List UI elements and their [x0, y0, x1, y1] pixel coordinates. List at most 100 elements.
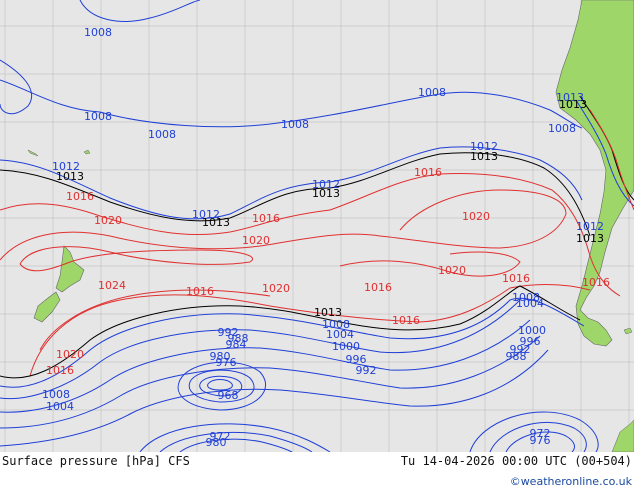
isobar-label: 1004: [326, 328, 354, 341]
low-center-ring-4: [207, 379, 233, 391]
isobar-label: 972: [530, 427, 551, 440]
isobar-1012-north: [0, 146, 583, 220]
isobar-label: 1013: [556, 91, 584, 104]
isobar-label: 1012: [576, 220, 604, 233]
ocean-background: [0, 0, 634, 452]
low-center-ring-2: [188, 369, 255, 403]
isobar-label: 1020: [242, 234, 270, 247]
isobar-label: 1013: [559, 98, 587, 111]
isobar-label: 1016: [414, 166, 442, 179]
fiji-islands: [83, 149, 91, 155]
isobar-label: 1016: [502, 272, 530, 285]
isobar-1013: [0, 152, 591, 237]
isobar-996-south: [0, 349, 549, 447]
isobar-label: 988: [228, 332, 249, 345]
isobar-1004-south: [0, 319, 531, 413]
isobar-label: 976: [530, 434, 551, 447]
isobar-label: 1012: [470, 140, 498, 153]
isobars: [0, 0, 634, 453]
coastal-1012: [575, 99, 634, 207]
new-zealand-north-island: [55, 245, 85, 293]
isobar-label: 1004: [46, 400, 74, 413]
isobar-label: 1013: [202, 216, 230, 229]
isobar-label: 1008: [84, 110, 112, 123]
low-center-ring-3: [199, 375, 243, 397]
isobar-label: 984: [226, 338, 247, 351]
isobar-label: 1016: [582, 276, 610, 289]
isobar-1008-upper: [99, 91, 583, 129]
isobar-label: 1000: [518, 324, 546, 337]
isobar-label: 1020: [94, 214, 122, 227]
isobar-label: 1013: [56, 170, 84, 183]
isobar-label: 1008: [42, 388, 70, 401]
isobar-label: 980: [210, 350, 231, 363]
isobar-1016-south: [29, 284, 591, 377]
isobar-label: 1013: [312, 187, 340, 200]
low-southeast-rings-2: [489, 421, 587, 453]
low-southeast-rings-3: [505, 431, 575, 453]
isobar-label: 1016: [392, 314, 420, 327]
isobar-1024-high: [19, 246, 253, 272]
isobar-label: 1012: [312, 178, 340, 191]
isobar-label: 1012: [52, 160, 80, 173]
isobar-label: 1020: [56, 348, 84, 361]
isobar-1008-left: [0, 79, 101, 113]
isobar-label: 1008: [148, 128, 176, 141]
isobar-label: 992: [218, 326, 239, 339]
isobar-label: 1008: [322, 318, 350, 331]
isobar-label: 996: [520, 335, 541, 348]
isobar-label: 1020: [462, 210, 490, 223]
low-south-rings-2: [159, 432, 313, 453]
isobar-label: 972: [210, 430, 231, 443]
new-zealand-south-island: [33, 291, 61, 323]
map-title: Surface pressure [hPa] CFS: [2, 454, 190, 468]
isobar-label: 976: [216, 356, 237, 369]
isobar-label: 1008: [548, 122, 576, 135]
isobar-low-top-loop: [0, 59, 33, 115]
low-center-ring-1: [177, 361, 266, 411]
isobar-label: 1013: [470, 150, 498, 163]
lat-lon-grid: [0, 0, 634, 452]
isobar-1012-south: [0, 297, 585, 388]
isobar-label: 1020: [262, 282, 290, 295]
isobar-label: 1020: [438, 264, 466, 277]
isobar-low-top-north: [79, 0, 201, 22]
south-america-land: [555, 0, 634, 347]
footer-band: [0, 452, 634, 490]
isobar-label: 1000: [332, 340, 360, 353]
valid-time: Tu 14-04-2026 00:00 UTC (00+504): [401, 454, 632, 468]
isobar-1000-south: [0, 335, 541, 429]
isobar-label: 1024: [98, 279, 126, 292]
isobar-label: 992: [356, 364, 377, 377]
isobar-label: 968: [218, 389, 239, 402]
isobar-label: 996: [346, 353, 367, 366]
coastal-1016: [589, 109, 634, 211]
isobar-1016-north: [0, 173, 621, 297]
isobar-labels: 1008 1008 1008 1008 1008 1008 1012 1012 1012 1012…: [42, 26, 610, 449]
isobar-1013-south: [0, 285, 581, 379]
credit-link[interactable]: ©weatheronline.co.uk: [510, 475, 633, 488]
isobar-1020-south: [39, 289, 271, 351]
isobar-label: 1008: [84, 26, 112, 39]
falkland-islands: [623, 327, 633, 335]
isobar-label: 1016: [46, 364, 74, 377]
isobar-label: 992: [510, 343, 531, 356]
isobar-label: 1013: [314, 306, 342, 319]
low-south-rings-3: [179, 438, 293, 453]
isobar-label: 1016: [66, 190, 94, 203]
isobar-label: 1016: [252, 212, 280, 225]
isobar-label: 1008: [418, 86, 446, 99]
land: [27, 0, 634, 453]
new-caledonia: [27, 149, 39, 157]
low-south-rings-1: [139, 423, 331, 453]
isobar-label: 1016: [364, 281, 392, 294]
isobar-label: 1004: [516, 297, 544, 310]
isobar-label: 1008: [281, 118, 309, 131]
isobar-label: 1013: [576, 232, 604, 245]
isobar-label: 980: [206, 436, 227, 449]
isobar-label: 988: [506, 350, 527, 363]
isobar-1020-east: [339, 251, 521, 277]
isobar-label: 1008: [512, 291, 540, 304]
isobar-1008-south: [0, 299, 521, 400]
